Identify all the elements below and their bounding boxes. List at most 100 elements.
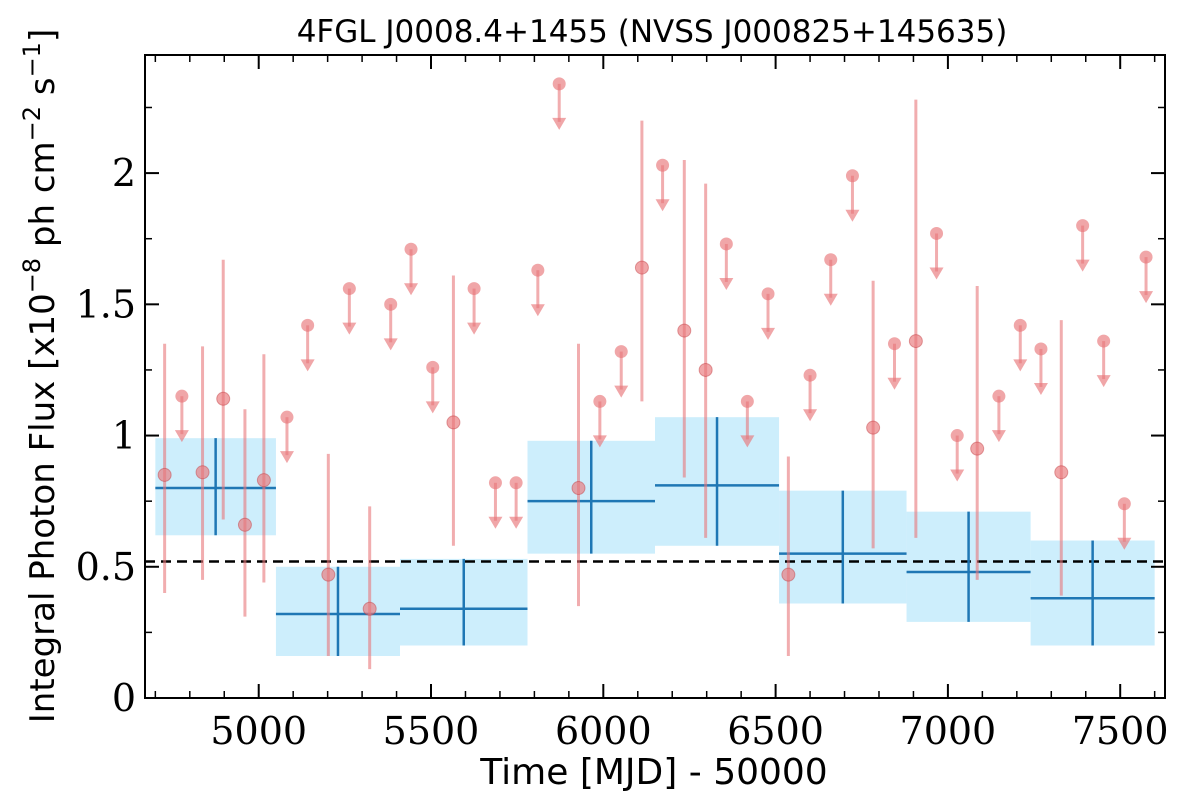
- y-axis-label-end: ]: [23, 29, 63, 42]
- detection-point: [677, 323, 692, 338]
- detection-point: [634, 260, 649, 275]
- upper-limit-arrowhead: [279, 451, 294, 464]
- upper-limit-arrowhead: [1033, 382, 1048, 395]
- upper-limit-arrows: [174, 77, 1154, 550]
- upper-limit-arrowhead: [383, 338, 398, 351]
- detection-point: [237, 517, 252, 532]
- upper-limit-point: [845, 169, 859, 183]
- upper-limit-point: [384, 297, 398, 311]
- detection-point: [908, 334, 923, 349]
- upper-limit-arrowhead: [1075, 259, 1090, 272]
- detection-point: [698, 362, 713, 377]
- upper-limit-point: [301, 318, 315, 332]
- detection-point: [256, 473, 271, 488]
- upper-limit-arrowhead: [1139, 291, 1154, 304]
- upper-limit-arrowhead: [425, 401, 440, 414]
- upper-limit-point: [531, 263, 545, 277]
- upper-limit-point: [614, 345, 628, 359]
- upper-limit-point: [740, 394, 754, 408]
- upper-limit-arrowhead: [1096, 375, 1111, 388]
- upper-limit-arrowhead: [592, 435, 607, 448]
- upper-limit-point: [992, 389, 1006, 403]
- upper-limit-arrowhead: [614, 385, 629, 398]
- y-tick-label: 0: [112, 676, 136, 720]
- upper-limit-point: [803, 368, 817, 382]
- upper-limit-point: [1034, 342, 1048, 356]
- y-axis-label-exp3: −1: [18, 42, 46, 77]
- upper-limit-point: [930, 226, 944, 240]
- upper-limit-arrowhead: [404, 283, 419, 296]
- upper-limit-arrowhead: [929, 267, 944, 280]
- y-axis-label-exp1: −8: [18, 258, 46, 293]
- upper-limit-arrowhead: [1013, 359, 1028, 372]
- upper-limit-arrowhead: [655, 199, 670, 212]
- x-tick-label: 5500: [383, 709, 480, 753]
- upper-limit-arrowhead: [342, 322, 357, 335]
- detection-point: [195, 465, 210, 480]
- y-axis-label: Integral Photon Flux [x10−8 ph cm−2 s−1]: [18, 29, 63, 723]
- upper-limit-point: [280, 410, 294, 424]
- upper-limit-point: [593, 394, 607, 408]
- x-tick-label: 7000: [900, 709, 997, 753]
- y-tick-label: 2: [112, 151, 136, 195]
- detection-point: [321, 567, 336, 582]
- upper-limit-point: [488, 476, 502, 490]
- upper-limit-point: [404, 242, 418, 256]
- upper-limit-arrowhead: [991, 430, 1006, 443]
- upper-limit-point: [824, 253, 838, 267]
- upper-limit-arrowhead: [719, 277, 734, 290]
- upper-limit-point: [467, 282, 481, 296]
- upper-limit-arrowhead: [300, 359, 315, 372]
- upper-limit-arrowhead: [509, 516, 524, 529]
- x-tick-label: 6000: [555, 709, 652, 753]
- detection-point: [866, 420, 881, 435]
- plot-area: [145, 77, 1165, 670]
- bin-bands: [155, 417, 1155, 657]
- x-tick-label: 7500: [1072, 709, 1169, 753]
- upper-limit-point: [1139, 250, 1153, 264]
- upper-limit-arrowhead: [467, 322, 482, 335]
- upper-limit-arrowhead: [761, 327, 776, 340]
- upper-limit-point: [656, 158, 670, 172]
- detection-points: [157, 99, 1069, 670]
- upper-limit-point: [719, 237, 733, 251]
- upper-limit-point: [1097, 334, 1111, 348]
- y-tick-label: 0.5: [76, 545, 136, 589]
- upper-limit-point: [887, 337, 901, 351]
- upper-limit-point: [1076, 219, 1090, 233]
- upper-limit-arrowhead: [740, 435, 755, 448]
- upper-limit-point: [1117, 497, 1131, 511]
- y-tick-label: 1.5: [76, 282, 136, 326]
- upper-limit-arrowhead: [1117, 537, 1132, 550]
- x-axis-label: Time [MJD] - 50000: [479, 752, 827, 793]
- y-axis-label-main: Integral Photon Flux [x10: [23, 293, 63, 723]
- y-axis-label-mid: ph cm: [23, 141, 63, 258]
- detection-point: [1054, 465, 1069, 480]
- chart-title: 4FGL J0008.4+1455 (NVSS J000825+145635): [297, 14, 1008, 50]
- detection-point: [970, 441, 985, 456]
- detection-point: [571, 481, 586, 496]
- axis-ticks: 5000 5500 6000 6500 7000 7500 0 0.5 1 1.5 2: [76, 55, 1169, 753]
- upper-limit-point: [950, 429, 964, 443]
- upper-limit-point: [552, 77, 566, 91]
- upper-limit-point: [509, 476, 523, 490]
- upper-limit-arrowhead: [552, 117, 567, 130]
- upper-limit-arrowhead: [823, 293, 838, 306]
- plot-frame: [144, 54, 1166, 699]
- y-axis-label-mid2: s: [23, 77, 63, 106]
- upper-limit-point: [342, 282, 356, 296]
- detection-point: [446, 415, 461, 430]
- upper-limit-point: [1013, 318, 1027, 332]
- detection-point: [362, 601, 377, 616]
- upper-limit-arrowhead: [530, 304, 545, 317]
- upper-limit-point: [426, 360, 440, 374]
- upper-limit-arrowhead: [174, 430, 189, 443]
- upper-limit-arrowhead: [488, 516, 503, 529]
- upper-limit-point: [761, 287, 775, 301]
- upper-limit-arrowhead: [803, 409, 818, 422]
- binned-flux-crosses: [155, 417, 1155, 657]
- detection-point: [216, 391, 231, 406]
- x-tick-label: 5000: [210, 709, 307, 753]
- y-axis-label-exp2: −2: [18, 106, 46, 141]
